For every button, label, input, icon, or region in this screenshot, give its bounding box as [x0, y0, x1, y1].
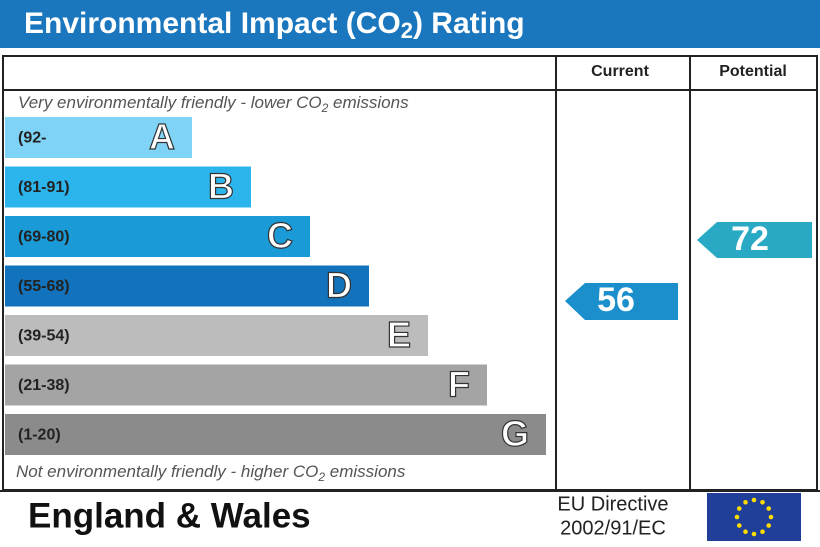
potential-rating: 72: [731, 220, 769, 258]
band: [5, 364, 487, 406]
band: [5, 117, 192, 158]
note-sub: 2: [317, 470, 325, 484]
band-letter: B: [208, 166, 234, 207]
note-text: Not environmentally friendly - higher CO: [16, 462, 318, 481]
band: [5, 315, 428, 356]
bottom-note: Not environmentally friendly - higher CO…: [16, 462, 406, 484]
title: Environmental Impact (CO2) Rating: [24, 7, 525, 43]
star: [760, 529, 765, 535]
band-letter: A: [149, 116, 175, 157]
star: [768, 514, 774, 520]
star: [734, 514, 740, 520]
band-range: (21-38): [18, 377, 70, 394]
top-note: Very environmentally friendly - lower CO…: [18, 93, 409, 115]
directive: EU Directive: [557, 493, 668, 515]
band: [5, 166, 251, 208]
band-range: (55-68): [18, 278, 70, 295]
note-sub: 2: [321, 101, 329, 115]
title-text: ) Rating: [413, 7, 525, 40]
band-range: (39-54): [18, 328, 70, 345]
current-arrow: [565, 283, 678, 320]
star: [766, 523, 772, 528]
note-text: emissions: [328, 93, 409, 112]
band: [5, 414, 546, 455]
band-letter: C: [267, 215, 293, 256]
band-range: (1-20): [18, 427, 61, 444]
star: [743, 529, 748, 535]
band-letter: D: [326, 265, 352, 306]
region: England & Wales: [28, 496, 311, 535]
band: [5, 216, 310, 257]
star: [743, 499, 748, 505]
potential-arrow: [697, 222, 812, 258]
star: [736, 523, 742, 528]
column-header: Potential: [719, 63, 787, 80]
band: [5, 265, 369, 307]
directive: 2002/91/EC: [560, 517, 666, 539]
title-sub: 2: [401, 18, 413, 43]
star: [751, 531, 757, 537]
title-text: Environmental Impact (CO: [24, 7, 401, 40]
current-rating: 56: [597, 281, 635, 319]
band-range: (69-80): [18, 229, 70, 246]
band-letter: F: [448, 364, 470, 405]
note-text: Very environmentally friendly - lower CO: [18, 93, 322, 112]
note-text: emissions: [325, 462, 406, 481]
star: [736, 506, 742, 511]
column-header: Current: [591, 63, 649, 80]
star: [751, 497, 757, 503]
star: [766, 506, 772, 511]
band-letter: E: [387, 314, 411, 355]
band-range: (81-91): [18, 179, 70, 196]
band-range: (92-: [18, 130, 46, 147]
eu-flag: [707, 493, 801, 541]
band-letter: G: [501, 413, 529, 454]
star: [760, 499, 765, 505]
title-bar: [0, 0, 820, 48]
